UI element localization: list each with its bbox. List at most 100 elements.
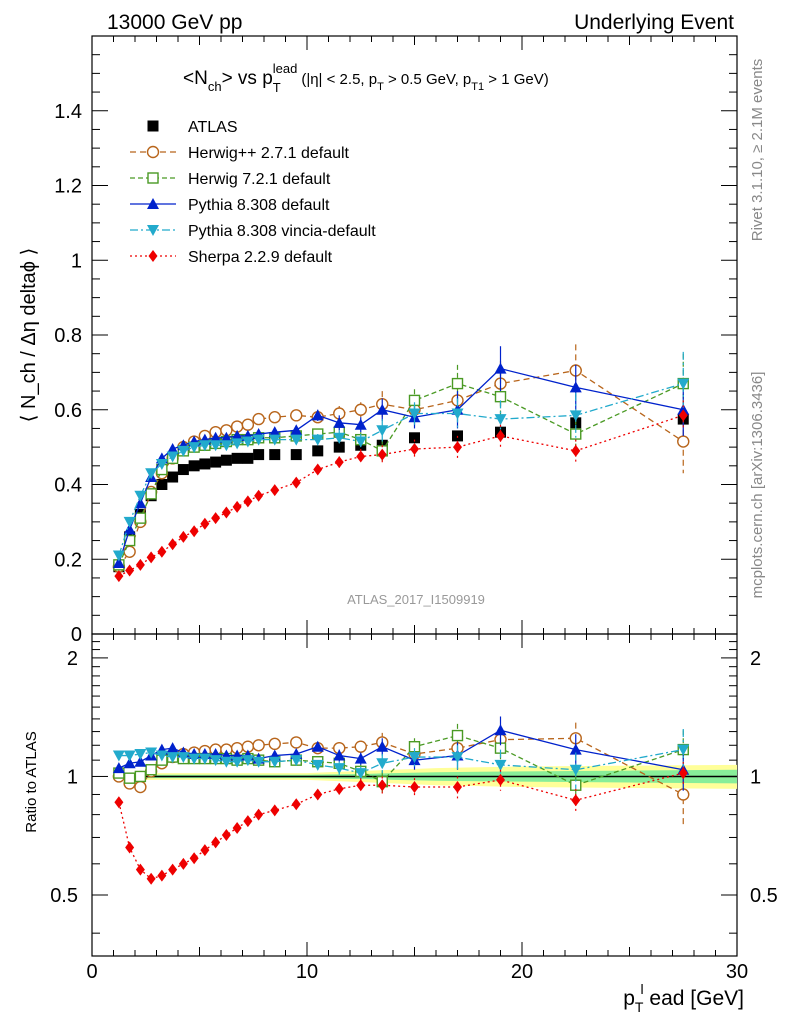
data-point [333, 749, 346, 761]
data-point [112, 550, 125, 562]
data-point [377, 448, 387, 461]
data-point [199, 458, 211, 470]
data-point [333, 432, 346, 444]
data-point [354, 403, 367, 416]
main-title: <Nch> vs pTlead(|η| < 2.5, pT > 0.5 GeV,… [183, 61, 549, 95]
data-point [135, 863, 145, 876]
data-point [145, 747, 158, 759]
ratio-y-tick-label: 1 [67, 766, 78, 788]
series-line [118, 382, 684, 566]
data-point [188, 460, 200, 472]
data-point [451, 408, 464, 420]
data-point [123, 534, 136, 547]
data-point [377, 779, 387, 792]
data-point [677, 378, 690, 390]
header-right: Underlying Event [574, 11, 734, 34]
ratio-series-sherpa-2-2-9-default [114, 761, 688, 885]
data-point [313, 788, 323, 801]
x-axis-label: pTl ead [GeV] [623, 981, 744, 1015]
data-point [270, 484, 280, 497]
data-point [290, 424, 303, 436]
data-point [569, 410, 582, 422]
data-point [354, 418, 367, 430]
data-point [125, 841, 135, 854]
data-point [198, 753, 211, 765]
data-point [268, 426, 281, 438]
data-point [410, 781, 419, 794]
data-point [268, 411, 281, 424]
data-point [220, 431, 233, 443]
data-point [114, 796, 124, 809]
data-point [569, 743, 582, 755]
data-point [311, 740, 324, 752]
data-point [494, 390, 507, 403]
data-point [571, 444, 581, 457]
data-point [220, 440, 233, 452]
data-point [134, 497, 147, 509]
data-point [166, 442, 179, 454]
data-point [145, 468, 158, 480]
data-point [451, 729, 464, 742]
ratio-y-tick-label-right: 0.5 [750, 885, 778, 907]
data-point [178, 857, 188, 870]
data-point [157, 869, 167, 882]
ratio-y-tick-label: 2 [67, 648, 78, 670]
data-point [210, 456, 222, 468]
data-point [312, 445, 324, 457]
data-point [134, 749, 147, 761]
ratio-y-tick-label-right: 1 [750, 766, 761, 788]
data-point [354, 768, 367, 780]
data-point [178, 530, 188, 543]
data-point [211, 836, 221, 849]
legend-entry: Herwig++ 2.7.1 default [130, 145, 350, 162]
data-point [166, 451, 179, 463]
data-point [451, 752, 464, 764]
data-point [569, 381, 582, 393]
data-point [291, 798, 301, 811]
data-point [408, 752, 421, 764]
ratio-y-tick-label-right: 2 [750, 648, 761, 670]
legend-label: Pythia 8.308 default [188, 197, 330, 214]
data-point [333, 416, 346, 428]
legend-label: Herwig++ 2.7.1 default [188, 145, 350, 162]
data-point [200, 844, 210, 857]
data-point [243, 815, 253, 828]
data-point [496, 773, 505, 786]
data-point [112, 750, 125, 762]
y-tick-label: 0.8 [54, 325, 82, 347]
legend-marker [147, 198, 159, 209]
data-point [157, 545, 167, 558]
data-point [569, 764, 582, 776]
data-point [376, 758, 389, 770]
data-point [243, 495, 253, 508]
data-point [123, 757, 136, 769]
data-point [123, 516, 136, 528]
data-point [114, 570, 124, 583]
data-point [220, 454, 232, 466]
x-tick-label: 0 [86, 961, 97, 983]
data-point [354, 752, 367, 764]
series [112, 344, 690, 885]
data-point [677, 403, 690, 415]
x-tick-label: 20 [511, 961, 533, 983]
data-point [134, 512, 147, 524]
data-point [494, 724, 507, 736]
data-point [678, 767, 688, 780]
reference-label: mcplots.cern.ch [arXiv:1306.3436] [749, 372, 766, 599]
x-tick-label: 10 [296, 961, 318, 983]
data-point [291, 476, 301, 489]
data-point [333, 763, 346, 775]
data-point [231, 438, 244, 450]
data-point [252, 434, 265, 446]
data-point [333, 441, 345, 453]
data-point [123, 750, 136, 762]
data-point [221, 829, 231, 842]
data-point [177, 752, 190, 764]
data-point [334, 456, 344, 469]
data-point [376, 425, 389, 437]
y-tick-label: 1.2 [54, 176, 82, 198]
data-point [167, 471, 179, 483]
main-series-herwig-2-7-1-default [112, 344, 690, 573]
data-point [166, 742, 179, 754]
legend-label: Sherpa 2.2.9 default [188, 249, 333, 266]
